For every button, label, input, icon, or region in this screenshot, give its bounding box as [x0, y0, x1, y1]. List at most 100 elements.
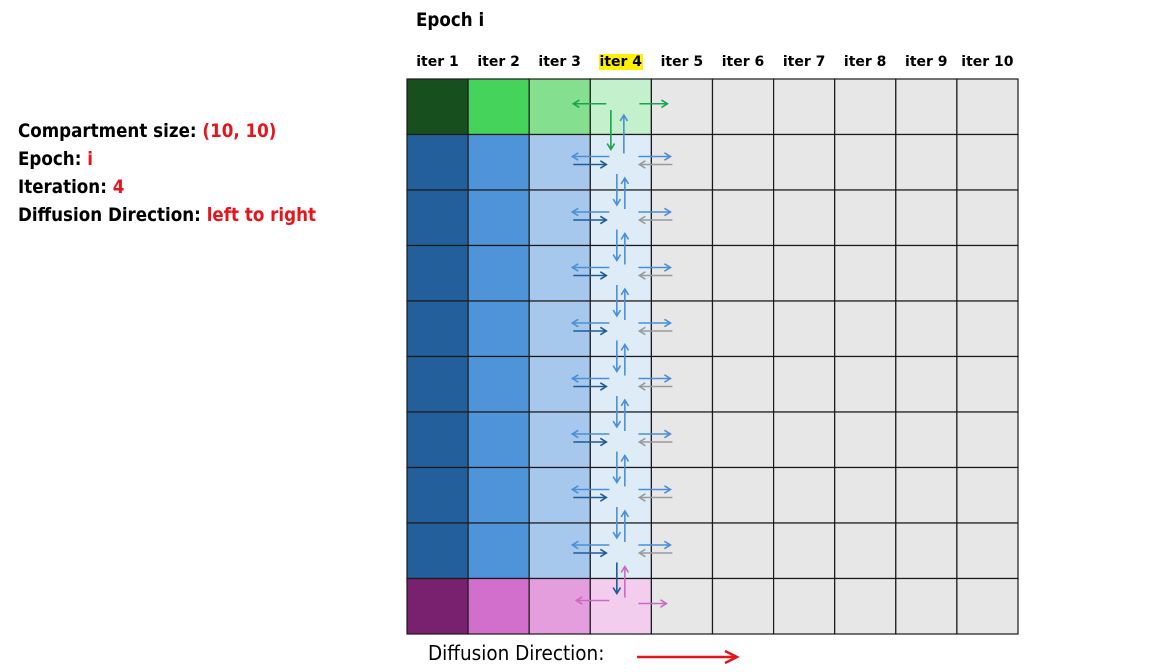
grid-cell-r8-c8 [834, 466, 897, 524]
compartment-size-label: Compartment size: [18, 120, 197, 142]
grid-cell-r3-c9 [895, 189, 958, 247]
grid-cell-r5-c10 [956, 300, 1019, 358]
diffusion-left-arrow-icon [570, 318, 610, 328]
grid-cell-r5-c8 [834, 300, 897, 358]
diffusion-down-arrow-icon [612, 507, 622, 540]
grid-cell-r2-c6 [711, 133, 775, 191]
diffusion-left-arrow-icon [570, 152, 610, 161]
grid-cell-r7-c8 [834, 411, 897, 469]
epoch-line: Epoch: i [18, 145, 316, 173]
diffusion-left-arrow-icon [637, 493, 673, 502]
grid-cell-r1-c3 [528, 78, 591, 136]
grid-cell-r3-c6 [711, 189, 775, 247]
grid-cell-r5-c2 [467, 300, 530, 358]
grid-cell-r4-c9 [895, 244, 958, 302]
grid-cell-r3-c10 [956, 189, 1019, 247]
grid-cell-r8-c3 [528, 466, 591, 524]
grid-cell-r10-c3 [528, 577, 591, 635]
grid-cell-r1-c2 [467, 78, 530, 136]
diffusion-right-arrow-icon [638, 318, 672, 328]
grid-cell-r8-c10 [956, 466, 1019, 524]
grid-cell-r3-c7 [772, 189, 836, 247]
column-header-4: iter 4 [590, 54, 651, 71]
grid-cell-r6-c5 [650, 355, 714, 413]
grid-cell-r8-c2 [467, 466, 530, 524]
column-header-label: iter 2 [477, 54, 520, 70]
diffusion-down-arrow-icon [612, 229, 622, 263]
diffusion-left-arrow-icon [637, 437, 673, 447]
direction-value: left to right [206, 204, 317, 226]
column-header-7: iter 7 [774, 54, 835, 71]
grid-cell-r4-c1 [406, 244, 469, 302]
column-header-label: iter 7 [782, 54, 826, 70]
compartment-size-value: (10, 10) [202, 120, 277, 142]
diffusion-down-arrow-icon [612, 340, 622, 374]
column-header-label: iter 9 [905, 54, 948, 70]
grid-cell-r9-c10 [956, 522, 1019, 580]
diffusion-right-arrow-icon [573, 326, 608, 336]
grid-cell-r9-c8 [834, 522, 897, 580]
grid-cell-r4-c10 [956, 244, 1019, 302]
grid-cell-r1-c9 [895, 78, 958, 136]
diffusion-direction-label: Diffusion Direction: [428, 641, 605, 665]
diffusion-right-arrow-icon [573, 493, 608, 502]
iteration-label: Iteration: [18, 176, 107, 198]
diffusion-left-arrow-icon [637, 271, 673, 280]
diffusion-right-arrow-icon [573, 437, 608, 447]
grid-cell-r2-c3 [528, 133, 591, 191]
diffusion-left-arrow-icon [570, 207, 610, 217]
column-header-8: iter 8 [835, 54, 896, 71]
diffusion-left-arrow-icon [637, 548, 673, 558]
diffusion-left-arrow-icon [570, 540, 610, 550]
grid-cell-r9-c6 [711, 522, 775, 580]
diffusion-left-arrow-icon [637, 160, 673, 169]
grid-cell-r3-c2 [467, 189, 530, 247]
grid-cell-r4-c2 [467, 244, 530, 302]
diffusion-right-arrow-icon [573, 271, 608, 280]
diffusion-up-arrow-icon [619, 113, 629, 154]
epoch-value: i [87, 148, 93, 170]
grid-cell-r8-c6 [711, 466, 775, 524]
diffusion-left-arrow-icon [637, 215, 673, 225]
grid-cell-r1-c10 [956, 78, 1019, 136]
diffusion-left-arrow-icon [570, 485, 610, 494]
grid-cell-r2-c5 [650, 133, 714, 191]
diffusion-right-arrow-icon [638, 485, 672, 494]
epoch-label: Epoch: [18, 148, 82, 170]
diffusion-left-arrow-icon [637, 326, 673, 336]
grid-cell-r1-c1 [406, 78, 469, 136]
diffusion-up-arrow-icon [620, 453, 630, 487]
grid-cell-r4-c7 [772, 244, 836, 302]
grid-cell-r1-c7 [772, 78, 836, 136]
diffusion-down-arrow-icon [612, 285, 622, 318]
grid-cell-r6-c8 [834, 355, 897, 413]
grid-cell-r7-c5 [650, 411, 714, 469]
grid-cell-r1-c5 [650, 78, 714, 136]
grid-cell-r3-c8 [834, 189, 897, 247]
diffusion-down-arrow-icon [606, 110, 616, 152]
info-panel: Compartment size: (10, 10) Epoch: i Iter… [18, 117, 357, 229]
grid-cell-r7-c9 [895, 411, 958, 469]
grid-cell-r10-c9 [895, 577, 958, 635]
grid-cell-r1-c6 [711, 78, 775, 136]
grid-cell-r4-c3 [528, 244, 591, 302]
grid-cell-r9-c9 [895, 522, 958, 580]
diffusion-right-arrow-icon [638, 374, 672, 383]
grid-cell-r2-c4 [589, 133, 652, 191]
epoch-title: Epoch i [416, 9, 485, 31]
diffusion-up-arrow-icon [620, 342, 630, 376]
grid-cell-r10-c4 [589, 577, 652, 635]
diffusion-left-arrow-icon [570, 263, 610, 272]
grid-cell-r8-c5 [650, 466, 714, 524]
diffusion-down-arrow-icon [612, 562, 622, 596]
grid-cell-r9-c3 [528, 522, 591, 580]
diffusion-right-arrow-icon [573, 382, 608, 391]
diffusion-up-arrow-icon [620, 231, 630, 265]
column-header-label: iter 1 [416, 54, 459, 70]
diffusion-left-arrow-icon [637, 382, 673, 391]
grid-cell-r2-c9 [895, 133, 958, 191]
grid-cell-r2-c8 [834, 133, 897, 191]
grid-cell-r1-c4 [589, 78, 652, 136]
diffusion-direction-arrow-icon [637, 649, 740, 665]
grid-cell-r8-c9 [895, 466, 958, 524]
